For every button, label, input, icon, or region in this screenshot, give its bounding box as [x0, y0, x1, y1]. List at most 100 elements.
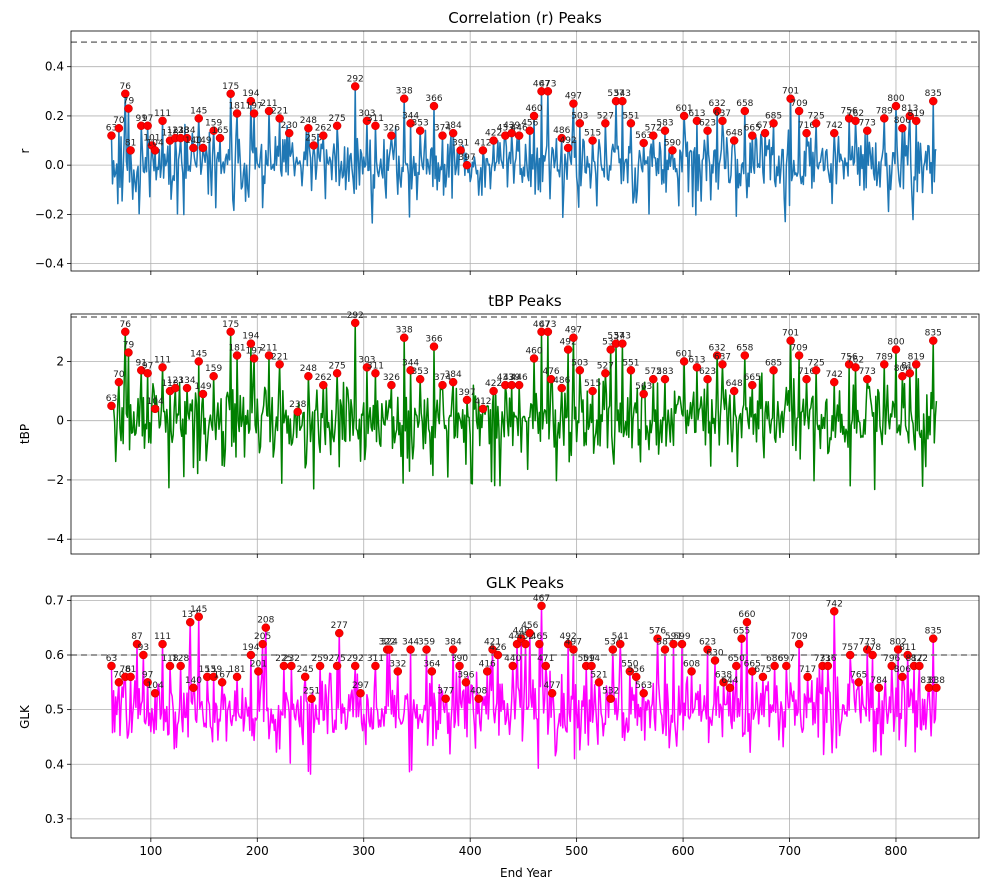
peak-point	[802, 128, 811, 138]
peak-label: 725	[808, 111, 825, 121]
peak-label: 391	[452, 138, 469, 148]
peak-point	[928, 96, 938, 106]
peak-label: 79	[123, 341, 135, 351]
peak-point	[854, 678, 863, 687]
peak-point	[332, 369, 342, 378]
x-tick-label: 300	[352, 844, 375, 858]
peak-label: 632	[709, 99, 726, 109]
peak-label: 644	[721, 676, 738, 686]
peak-label: 326	[383, 373, 400, 383]
peak-point	[616, 639, 625, 649]
peak-label: 541	[612, 632, 629, 642]
y-tick-label: −4	[46, 532, 64, 546]
peak-point	[625, 667, 635, 676]
peak-label: 467	[533, 79, 550, 89]
peak-point	[399, 94, 409, 103]
peak-label: 716	[798, 367, 815, 377]
peak-label: 101	[143, 133, 160, 143]
peak-label: 448	[513, 627, 530, 637]
peak-label: 632	[709, 343, 726, 353]
peak-point	[217, 678, 227, 687]
peak-label: 532	[602, 338, 619, 348]
peak-point	[851, 116, 860, 126]
peak-point	[300, 672, 310, 682]
peak-point	[811, 119, 821, 128]
peak-point	[626, 366, 636, 375]
peak-point	[679, 111, 689, 121]
series-line	[110, 322, 938, 491]
peak-label: 473	[539, 79, 556, 89]
peak-point	[898, 371, 907, 381]
peak-point	[703, 126, 712, 135]
peak-label: 292	[347, 311, 364, 321]
peak-point	[158, 363, 167, 372]
peak-point	[719, 678, 728, 687]
peak-label: 551	[622, 358, 639, 368]
peak-point	[293, 407, 302, 417]
peak-point	[649, 374, 658, 384]
y-tick-label: 0.0	[45, 158, 64, 172]
peak-point	[287, 661, 296, 671]
peak-label: 145	[190, 605, 207, 615]
peak-label: 91	[136, 114, 147, 124]
peak-label: 128	[172, 126, 189, 136]
peak-label: 251	[303, 687, 320, 697]
peak-label: 591	[665, 632, 682, 642]
peak-label: 822	[911, 654, 928, 664]
chart-title: GLK Peaks	[486, 574, 564, 592]
peak-label: 208	[257, 616, 274, 626]
peak-point	[176, 661, 185, 671]
y-tick-label: −0.2	[35, 207, 64, 221]
peak-label: 446	[511, 373, 528, 383]
peak-point	[232, 351, 242, 360]
peak-point	[415, 374, 425, 384]
chart-title: Correlation (r) Peaks	[448, 9, 602, 27]
peak-point	[862, 374, 872, 384]
peak-point	[478, 404, 488, 414]
peak-label: 819	[908, 109, 925, 119]
peak-point	[569, 333, 578, 342]
peak-point	[769, 366, 778, 375]
peak-label: 297	[352, 681, 369, 691]
peak-label: 675	[754, 665, 771, 675]
peak-point	[829, 607, 839, 616]
peak-label: 194	[242, 332, 259, 342]
peak-label: 709	[791, 632, 808, 642]
peak-markers: 6370767981919710110411111812312813414014…	[106, 74, 942, 170]
peak-label: 637	[714, 352, 731, 362]
peak-label: 789	[876, 106, 893, 116]
peak-point	[332, 121, 342, 131]
peak-point	[932, 683, 941, 693]
peak-label: 259	[311, 654, 328, 664]
peak-label: 292	[347, 74, 364, 84]
peak-label: 145	[190, 349, 207, 359]
peak-label: 374	[434, 124, 451, 134]
peak-point	[543, 327, 553, 337]
peak-label: 515	[584, 379, 601, 389]
peak-label: 590	[664, 138, 681, 148]
peak-point	[588, 136, 597, 145]
peak-label: 655	[733, 627, 750, 637]
peak-label: 623	[699, 367, 716, 377]
peak-point	[462, 395, 472, 405]
peak-label: 359	[418, 638, 435, 648]
peak-label: 532	[602, 687, 619, 697]
peak-point	[868, 650, 877, 660]
peak-label: 613	[688, 355, 705, 365]
peak-point	[143, 369, 152, 378]
x-tick-label: 100	[139, 844, 162, 858]
peak-point	[304, 123, 313, 133]
panel-tbp: 6370767991971041111181231341451491591751…	[18, 292, 980, 558]
peak-label: 762	[847, 109, 864, 119]
peak-point	[903, 650, 912, 660]
peak-point	[729, 136, 739, 145]
peak-label: 97	[142, 361, 153, 371]
peak-label: 817	[905, 654, 922, 664]
peak-label: 811	[899, 643, 916, 653]
peak-label: 601	[676, 349, 693, 359]
peak-label: 123	[167, 376, 184, 386]
x-tick-label: 400	[459, 844, 482, 858]
peak-label: 433	[497, 373, 514, 383]
peak-point	[911, 116, 921, 126]
